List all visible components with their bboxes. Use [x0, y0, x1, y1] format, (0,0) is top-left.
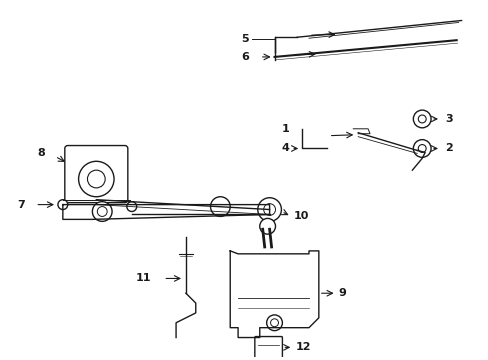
- Text: 1: 1: [281, 124, 289, 134]
- Circle shape: [92, 202, 112, 221]
- Text: 12: 12: [295, 342, 310, 352]
- Text: 5: 5: [241, 34, 248, 44]
- Text: 11: 11: [136, 274, 151, 283]
- FancyBboxPatch shape: [254, 337, 282, 360]
- Circle shape: [412, 140, 430, 157]
- Text: 2: 2: [444, 144, 452, 153]
- Text: 9: 9: [338, 288, 346, 298]
- Text: 6: 6: [241, 52, 248, 62]
- Text: 4: 4: [281, 144, 289, 153]
- Circle shape: [79, 161, 114, 197]
- Text: 8: 8: [37, 148, 45, 158]
- Circle shape: [257, 198, 281, 221]
- Circle shape: [126, 202, 137, 212]
- FancyBboxPatch shape: [65, 145, 127, 203]
- Text: 3: 3: [444, 114, 451, 124]
- Circle shape: [412, 110, 430, 128]
- Circle shape: [259, 219, 275, 234]
- Text: 7: 7: [18, 199, 25, 210]
- Text: 10: 10: [293, 211, 308, 221]
- Circle shape: [58, 200, 68, 210]
- Circle shape: [266, 315, 282, 330]
- Circle shape: [210, 197, 230, 216]
